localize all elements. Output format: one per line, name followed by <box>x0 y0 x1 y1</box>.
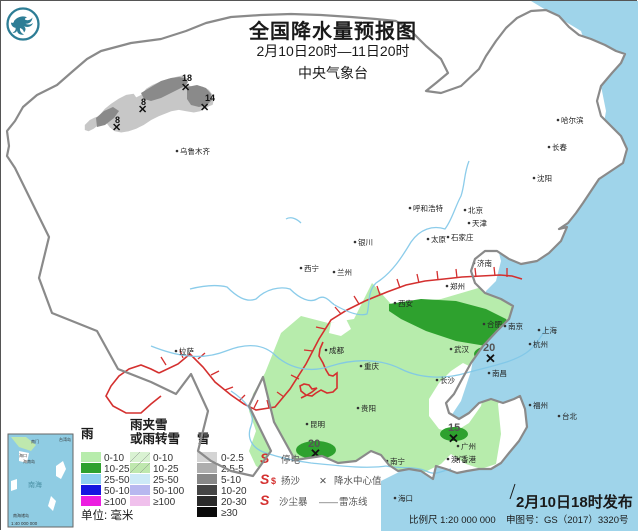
svg-text:14: 14 <box>205 93 215 103</box>
svg-text:太原: 太原 <box>431 234 446 244</box>
svg-text:S: S <box>260 492 270 508</box>
svg-text:石家庄: 石家庄 <box>451 232 474 242</box>
svg-text:✕: ✕ <box>200 102 209 114</box>
svg-text:✕: ✕ <box>448 431 459 446</box>
svg-text:北京: 北京 <box>468 205 483 215</box>
svg-text:≥30: ≥30 <box>221 508 238 519</box>
svg-text:重庆: 重庆 <box>364 361 379 371</box>
svg-text:南宁: 南宁 <box>390 456 405 466</box>
svg-text:兰州: 兰州 <box>337 267 352 277</box>
svg-text:或雨转雪: 或雨转雪 <box>130 431 180 446</box>
svg-text:武汉: 武汉 <box>454 344 469 354</box>
svg-text:拉萨: 拉萨 <box>179 346 194 356</box>
svg-text:1:40 000 000: 1:40 000 000 <box>11 521 38 526</box>
svg-text:沈阳: 沈阳 <box>537 173 552 183</box>
svg-text:海口: 海口 <box>398 493 413 503</box>
svg-text:银川: 银川 <box>358 238 373 247</box>
svg-text:5-10: 5-10 <box>221 475 241 486</box>
svg-text:扬沙: 扬沙 <box>281 475 301 487</box>
svg-text:澳门: 澳门 <box>451 454 466 464</box>
svg-text:南昌: 南昌 <box>492 368 507 378</box>
svg-text:西宁: 西宁 <box>304 263 319 273</box>
svg-text:南海: 南海 <box>28 480 42 489</box>
svg-text:25-50: 25-50 <box>104 475 130 486</box>
svg-text:8: 8 <box>141 97 146 107</box>
svg-text:南门: 南门 <box>31 438 39 444</box>
svg-text:海口: 海口 <box>19 452 27 458</box>
svg-text:20-30: 20-30 <box>221 497 247 508</box>
svg-text:8: 8 <box>115 115 120 125</box>
svg-text:降水中心值: 降水中心值 <box>334 475 382 487</box>
svg-text:长春: 长春 <box>552 142 567 152</box>
svg-text:雨: 雨 <box>81 427 94 441</box>
svg-text:10-25: 10-25 <box>153 464 179 475</box>
svg-text:10-25: 10-25 <box>104 464 130 475</box>
svg-text:✕: ✕ <box>485 351 496 366</box>
svg-text:郑州: 郑州 <box>450 281 465 291</box>
svg-text:杭州: 杭州 <box>533 339 548 349</box>
svg-text:S: S <box>260 471 270 487</box>
svg-text:南海诸岛: 南海诸岛 <box>13 512 29 518</box>
svg-text:沙尘暴: 沙尘暴 <box>279 497 308 508</box>
svg-text:10-20: 10-20 <box>221 486 247 497</box>
svg-text:单位: 毫米: 单位: 毫米 <box>81 508 134 522</box>
svg-text:天津: 天津 <box>472 219 487 228</box>
svg-text:昆明: 昆明 <box>310 420 325 429</box>
svg-text:25-50: 25-50 <box>153 475 179 486</box>
svg-text:南京: 南京 <box>508 321 523 331</box>
svg-text:比例尺 1:20 000 000: 比例尺 1:20 000 000 <box>409 514 496 526</box>
svg-text:0-2.5: 0-2.5 <box>221 453 244 464</box>
svg-text:$: $ <box>271 476 276 486</box>
svg-text:50-100: 50-100 <box>153 486 185 497</box>
svg-text:福州: 福州 <box>533 401 548 410</box>
svg-text:呼和浩特: 呼和浩特 <box>413 203 443 213</box>
svg-text:乌鲁木齐: 乌鲁木齐 <box>180 146 210 156</box>
svg-text:0-10: 0-10 <box>153 453 173 464</box>
svg-text:长沙: 长沙 <box>440 375 455 385</box>
svg-text:申图号：GS（2017）3320号: 申图号：GS（2017）3320号 <box>506 514 629 526</box>
svg-text:哈尔滨: 哈尔滨 <box>561 115 584 125</box>
svg-text:✕: ✕ <box>181 82 190 94</box>
svg-text:台湾岛: 台湾岛 <box>59 436 71 442</box>
svg-text:✕: ✕ <box>310 446 321 461</box>
svg-text:雨夹雪: 雨夹雪 <box>130 417 168 432</box>
svg-text:成都: 成都 <box>329 345 344 355</box>
svg-text:——: —— <box>319 497 339 508</box>
svg-text:✕: ✕ <box>319 476 327 487</box>
svg-text:济南: 济南 <box>477 258 492 268</box>
svg-text:上海: 上海 <box>542 325 557 335</box>
svg-text:西安: 西安 <box>398 298 413 308</box>
svg-text:广州: 广州 <box>461 441 476 451</box>
svg-text:雷冻线: 雷冻线 <box>339 496 368 508</box>
svg-text:海南岛: 海南岛 <box>23 458 35 464</box>
svg-text:0-10: 0-10 <box>104 453 124 464</box>
svg-text:贵阳: 贵阳 <box>361 403 376 413</box>
svg-text:台北: 台北 <box>562 411 577 421</box>
svg-text:≥100: ≥100 <box>104 497 127 508</box>
svg-text:≥100: ≥100 <box>153 497 176 508</box>
svg-text:2月10日18时发布: 2月10日18时发布 <box>516 493 633 511</box>
